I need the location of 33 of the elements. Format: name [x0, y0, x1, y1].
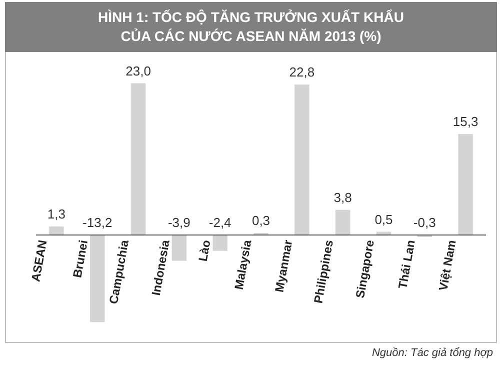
data-label: -13,2: [82, 215, 112, 230]
x-tick-label: Brunei: [70, 238, 91, 279]
data-label: 0,5: [374, 212, 393, 227]
bar: [294, 84, 310, 234]
bar: [376, 232, 392, 234]
bar: [212, 236, 228, 251]
x-tick-label: Thái Lan: [395, 238, 418, 290]
x-tick-label: Campuchia: [106, 238, 132, 306]
data-label: 3,8: [334, 190, 352, 205]
bar: [49, 226, 64, 234]
data-label: 0,3: [252, 213, 270, 228]
x-tick-label: Myanmar: [272, 238, 296, 294]
data-label: 23,0: [126, 63, 151, 78]
data-label: -0,3: [413, 215, 436, 230]
text: Nguồn: Tác giả tổng hợp: [372, 347, 493, 359]
x-tick-label: Singapore: [352, 238, 377, 300]
x-tick-label: Việt Nam: [436, 238, 459, 292]
bar: [130, 83, 146, 234]
bar: [458, 134, 473, 234]
data-label: -2,4: [208, 215, 232, 230]
x-tick-label: Malaysia: [232, 238, 254, 291]
bar: [335, 210, 350, 234]
data-label: -3,9: [168, 215, 190, 230]
data-label: 15,3: [452, 114, 478, 130]
x-tick-label: ASEAN: [28, 238, 50, 283]
x-tick-label: Philippines: [311, 238, 336, 304]
data-label: 22,8: [289, 64, 315, 80]
bar: [90, 236, 105, 322]
x-tick-label: Indonesia: [148, 238, 172, 297]
chart-title: HÌNH 1: TỐC ĐỘ TĂNG TRƯỞNG XUẤT KHẨU CỦA CÁC NƯỚC ASEAN NĂM 2013 (%): [97, 8, 405, 46]
data-label: 1,3: [47, 206, 66, 222]
x-tick-label: Lào: [196, 238, 214, 262]
bar: [172, 236, 187, 261]
